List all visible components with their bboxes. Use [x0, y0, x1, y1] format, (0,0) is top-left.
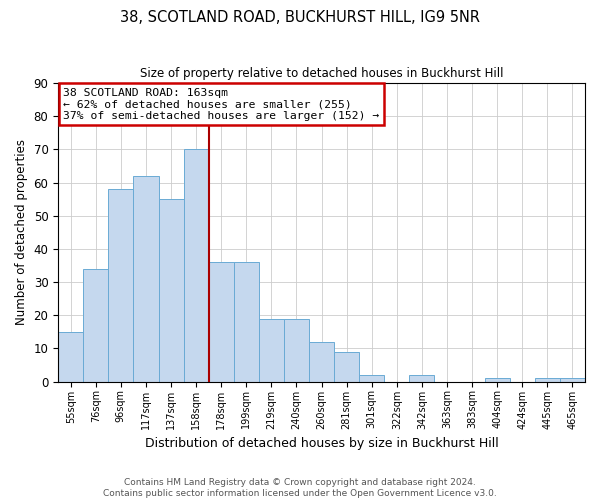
Bar: [485, 378, 510, 382]
Bar: [209, 262, 234, 382]
Title: Size of property relative to detached houses in Buckhurst Hill: Size of property relative to detached ho…: [140, 68, 503, 80]
Y-axis label: Number of detached properties: Number of detached properties: [15, 140, 28, 326]
Bar: [259, 318, 284, 382]
Bar: [158, 199, 184, 382]
Bar: [284, 318, 309, 382]
Bar: [535, 378, 560, 382]
Bar: [83, 269, 109, 382]
Bar: [109, 189, 133, 382]
Bar: [334, 352, 359, 382]
X-axis label: Distribution of detached houses by size in Buckhurst Hill: Distribution of detached houses by size …: [145, 437, 499, 450]
Bar: [309, 342, 334, 382]
Bar: [560, 378, 585, 382]
Text: 38, SCOTLAND ROAD, BUCKHURST HILL, IG9 5NR: 38, SCOTLAND ROAD, BUCKHURST HILL, IG9 5…: [120, 10, 480, 25]
Text: 38 SCOTLAND ROAD: 163sqm
← 62% of detached houses are smaller (255)
37% of semi-: 38 SCOTLAND ROAD: 163sqm ← 62% of detach…: [64, 88, 380, 120]
Bar: [359, 375, 384, 382]
Text: Contains HM Land Registry data © Crown copyright and database right 2024.
Contai: Contains HM Land Registry data © Crown c…: [103, 478, 497, 498]
Bar: [234, 262, 259, 382]
Bar: [184, 150, 209, 382]
Bar: [409, 375, 434, 382]
Bar: [133, 176, 158, 382]
Bar: [58, 332, 83, 382]
